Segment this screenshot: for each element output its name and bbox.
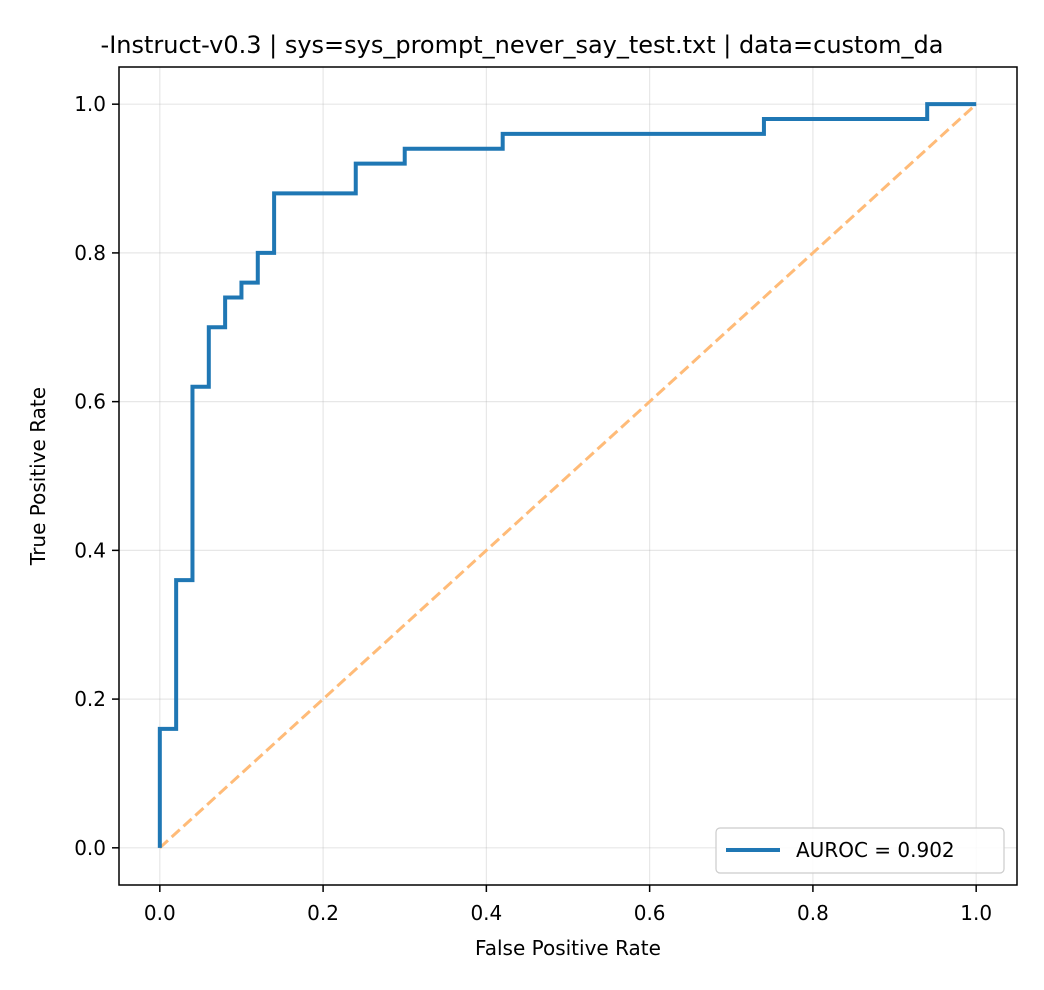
y-axis: 0.0 0.2 0.4 0.6 0.8 1.0: [74, 92, 119, 860]
series-layer: [157, 102, 978, 849]
x-axis-label: False Positive Rate: [475, 936, 661, 960]
x-tick-label-5: 1.0: [960, 901, 992, 925]
y-tick-label-2: 0.4: [74, 538, 106, 562]
x-axis: 0.0 0.2 0.4 0.6 0.8 1.0: [144, 885, 992, 925]
chance-diagonal-line: [158, 103, 978, 849]
legend-box: [715, 827, 1005, 874]
y-tick-label-3: 0.6: [74, 390, 106, 414]
y-axis-label: True Positive Rate: [26, 387, 50, 566]
x-tick-label-4: 0.8: [797, 901, 829, 925]
y-tick-label-5: 1.0: [74, 92, 106, 116]
x-tick-label-1: 0.2: [307, 901, 339, 925]
y-tick-label-1: 0.2: [74, 687, 106, 711]
x-tick-label-3: 0.6: [634, 901, 666, 925]
y-tick-label-4: 0.8: [74, 241, 106, 265]
x-tick-label-0: 0.0: [144, 901, 176, 925]
y-tick-label-0: 0.0: [74, 836, 106, 860]
chart-title: -Instruct-v0.3 | sys=sys_prompt_never_sa…: [101, 31, 944, 59]
roc-curve-line: [157, 102, 977, 848]
plot-frame: [118, 66, 1018, 886]
legend: AUROC = 0.902: [715, 827, 1005, 874]
x-tick-label-2: 0.4: [470, 901, 502, 925]
legend-label-auroc: AUROC = 0.902: [796, 838, 955, 862]
